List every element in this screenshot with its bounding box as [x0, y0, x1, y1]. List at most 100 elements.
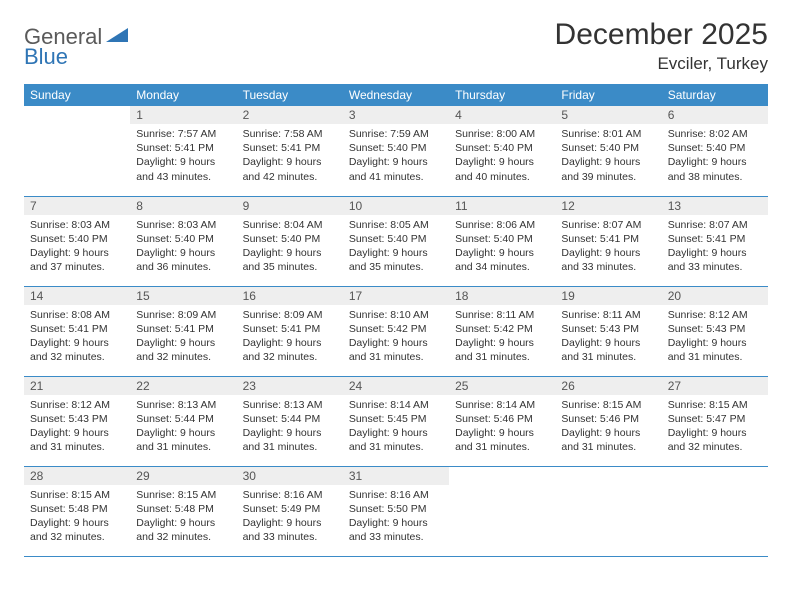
day-line: and 32 minutes. [668, 440, 762, 454]
calendar-day-cell: 25Sunrise: 8:14 AMSunset: 5:46 PMDayligh… [449, 376, 555, 466]
calendar-day-cell: 17 Sunrise: 8:10 AMSunset: 5:42 PMDayligh… [343, 286, 449, 376]
day-line: Sunset: 5:41 PM [561, 232, 655, 246]
day-content: Sunrise: 8:11 AMSunset: 5:43 PMDaylight:… [555, 305, 661, 369]
day-line: Sunrise: 8:14 AM [455, 398, 549, 412]
calendar-week-row: 21Sunrise: 8:12 AMSunset: 5:43 PMDayligh… [24, 376, 768, 466]
day-line: Daylight: 9 hours [455, 246, 549, 260]
day-line: Sunset: 5:43 PM [30, 412, 124, 426]
day-content: Sunrise: 8:06 AMSunset: 5:40 PMDaylight:… [449, 215, 555, 279]
day-line: and 31 minutes. [30, 440, 124, 454]
header: General December 2025 Evciler, Turkey [24, 18, 768, 74]
calendar-week-row: 14Sunrise: 8:08 AMSunset: 5:41 PMDayligh… [24, 286, 768, 376]
day-line: Daylight: 9 hours [668, 155, 762, 169]
weekday-header: Thursday [449, 84, 555, 106]
day-content: Sunrise: 8:15 AMSunset: 5:48 PMDaylight:… [24, 485, 130, 549]
day-line: Sunrise: 8:04 AM [243, 218, 337, 232]
calendar-day-cell [555, 466, 661, 556]
day-line: and 43 minutes. [136, 170, 230, 184]
calendar-day-cell: 19Sunrise: 8:11 AMSunset: 5:43 PMDayligh… [555, 286, 661, 376]
day-number [449, 467, 555, 485]
calendar-day-cell: 31Sunrise: 8:16 AMSunset: 5:50 PMDayligh… [343, 466, 449, 556]
logo-triangle-icon [106, 26, 130, 49]
calendar-day-cell: 22Sunrise: 8:13 AMSunset: 5:44 PMDayligh… [130, 376, 236, 466]
day-line: Sunset: 5:40 PM [561, 141, 655, 155]
day-number: 1 [130, 106, 236, 124]
day-number: 9 [237, 197, 343, 215]
day-content: Sunrise: 8:16 AMSunset: 5:49 PMDaylight:… [237, 485, 343, 549]
day-line: Sunrise: 7:57 AM [136, 127, 230, 141]
calendar-day-cell: 9Sunrise: 8:04 AMSunset: 5:40 PMDaylight… [237, 196, 343, 286]
day-line: Sunrise: 8:14 AM [349, 398, 443, 412]
day-line: Daylight: 9 hours [349, 336, 443, 350]
calendar-week-row: 1Sunrise: 7:57 AMSunset: 5:41 PMDaylight… [24, 106, 768, 196]
day-number: 17 [343, 287, 449, 305]
day-line: Sunset: 5:41 PM [136, 322, 230, 336]
day-number: 25 [449, 377, 555, 395]
day-content: Sunrise: 8:13 AMSunset: 5:44 PMDaylight:… [237, 395, 343, 459]
day-line: Sunrise: 8:05 AM [349, 218, 443, 232]
day-line: Daylight: 9 hours [349, 155, 443, 169]
day-line: Sunrise: 8:10 AM [349, 308, 443, 322]
day-line: Sunset: 5:40 PM [668, 141, 762, 155]
day-number: 14 [24, 287, 130, 305]
day-line: Daylight: 9 hours [561, 336, 655, 350]
calendar-day-cell: 29Sunrise: 8:15 AMSunset: 5:48 PMDayligh… [130, 466, 236, 556]
day-content: Sunrise: 8:15 AMSunset: 5:46 PMDaylight:… [555, 395, 661, 459]
calendar-day-cell: 14 Sunrise: 8:08 AMSunset: 5:41 PMDayligh… [24, 286, 130, 376]
day-line: Daylight: 9 hours [243, 426, 337, 440]
day-line: Sunset: 5:40 PM [30, 232, 124, 246]
day-number [662, 467, 768, 485]
day-line: Sunrise: 7:58 AM [243, 127, 337, 141]
day-number: 26 [555, 377, 661, 395]
day-line: Daylight: 9 hours [668, 426, 762, 440]
day-line: Sunset: 5:41 PM [668, 232, 762, 246]
day-line: Sunset: 5:42 PM [349, 322, 443, 336]
day-number: 11 [449, 197, 555, 215]
day-line: and 31 minutes. [561, 350, 655, 364]
day-content: Sunrise: 8:03 AMSunset: 5:40 PMDaylight:… [24, 215, 130, 279]
day-line: Sunset: 5:43 PM [668, 322, 762, 336]
day-number: 28 [24, 467, 130, 485]
day-line: and 31 minutes. [668, 350, 762, 364]
day-line: and 32 minutes. [136, 350, 230, 364]
calendar-day-cell: 10Sunrise: 8:05 AMSunset: 5:40 PMDayligh… [343, 196, 449, 286]
day-line: Sunset: 5:44 PM [136, 412, 230, 426]
day-number: 3 [343, 106, 449, 124]
day-content: Sunrise: 8:15 AMSunset: 5:47 PMDaylight:… [662, 395, 768, 459]
day-line: Sunset: 5:48 PM [136, 502, 230, 516]
day-content: Sunrise: 8:03 AMSunset: 5:40 PMDaylight:… [130, 215, 236, 279]
day-line: and 33 minutes. [668, 260, 762, 274]
logo-text-blue: Blue [24, 44, 68, 70]
day-line: Sunrise: 8:01 AM [561, 127, 655, 141]
day-line: Sunrise: 8:13 AM [136, 398, 230, 412]
calendar-day-cell: 23Sunrise: 8:13 AMSunset: 5:44 PMDayligh… [237, 376, 343, 466]
day-number: 12 [555, 197, 661, 215]
day-line: Sunset: 5:46 PM [455, 412, 549, 426]
day-line: Sunrise: 8:08 AM [30, 308, 124, 322]
day-line: Daylight: 9 hours [30, 336, 124, 350]
day-line: Daylight: 9 hours [136, 246, 230, 260]
day-content: Sunrise: 8:14 AMSunset: 5:45 PMDaylight:… [343, 395, 449, 459]
day-line: Sunset: 5:43 PM [561, 322, 655, 336]
calendar-day-cell: 12Sunrise: 8:07 AMSunset: 5:41 PMDayligh… [555, 196, 661, 286]
day-line: and 36 minutes. [136, 260, 230, 274]
day-line: Sunrise: 8:12 AM [30, 398, 124, 412]
day-content: Sunrise: 8:16 AMSunset: 5:50 PMDaylight:… [343, 485, 449, 549]
day-line: Sunrise: 8:15 AM [668, 398, 762, 412]
day-line: Sunset: 5:41 PM [30, 322, 124, 336]
calendar-day-cell [662, 466, 768, 556]
day-line: Daylight: 9 hours [561, 155, 655, 169]
day-line: and 41 minutes. [349, 170, 443, 184]
day-line: Daylight: 9 hours [455, 155, 549, 169]
day-line: Sunrise: 8:02 AM [668, 127, 762, 141]
day-line: Sunset: 5:40 PM [455, 232, 549, 246]
day-number: 30 [237, 467, 343, 485]
calendar-week-row: 28Sunrise: 8:15 AMSunset: 5:48 PMDayligh… [24, 466, 768, 556]
weekday-header: Friday [555, 84, 661, 106]
calendar-day-cell: 2Sunrise: 7:58 AMSunset: 5:41 PMDaylight… [237, 106, 343, 196]
day-line: Sunrise: 8:09 AM [136, 308, 230, 322]
day-line: Daylight: 9 hours [455, 336, 549, 350]
day-line: Sunset: 5:50 PM [349, 502, 443, 516]
day-content: Sunrise: 8:13 AMSunset: 5:44 PMDaylight:… [130, 395, 236, 459]
day-content: Sunrise: 8:02 AMSunset: 5:40 PMDaylight:… [662, 124, 768, 188]
